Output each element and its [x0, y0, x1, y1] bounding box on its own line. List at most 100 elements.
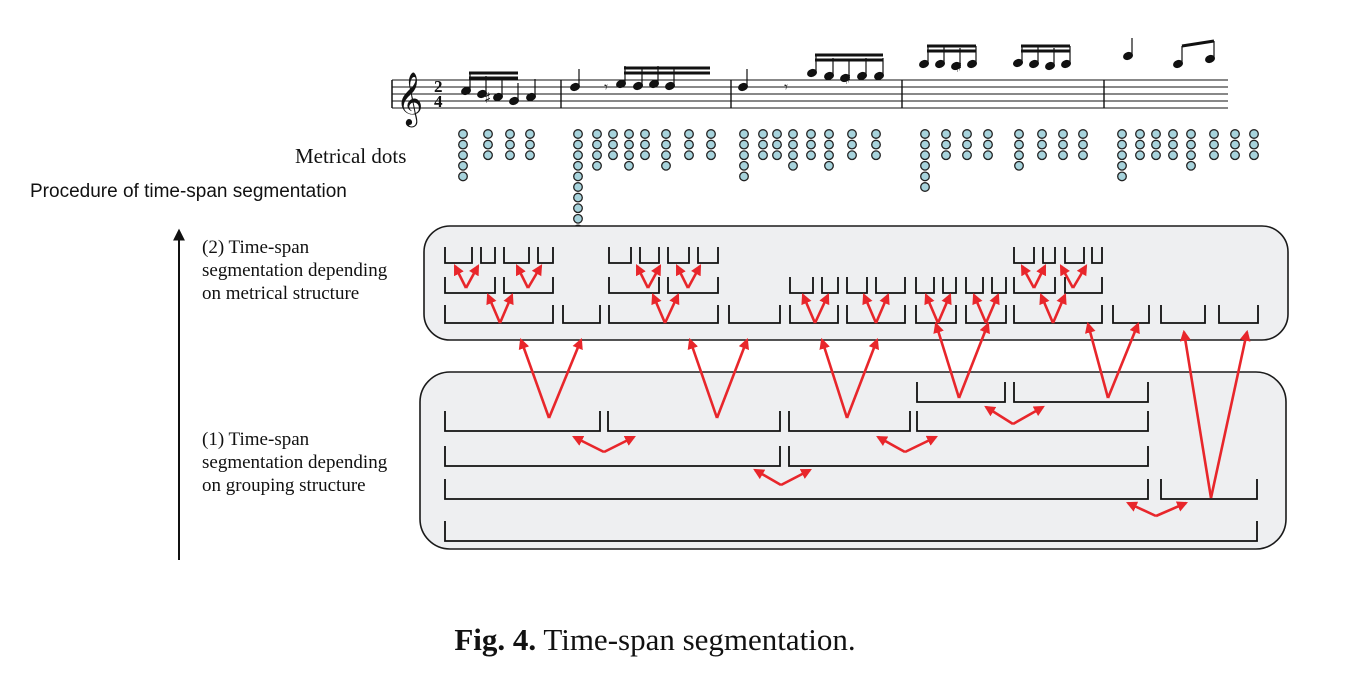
metrical-dot [1059, 140, 1068, 149]
metrical-dot [625, 130, 634, 139]
metrical-dot [662, 151, 671, 160]
metrical-dot [459, 151, 468, 160]
metrical-dot [789, 162, 798, 171]
metrical-dot [1187, 162, 1196, 171]
metrical-dot [484, 151, 493, 160]
metrical-dot [759, 151, 768, 160]
metrical-dot [789, 151, 798, 160]
metrical-dot [526, 140, 535, 149]
metrical-dot [459, 130, 468, 139]
metrical-dot [459, 162, 468, 171]
metrical-dot [1059, 151, 1068, 160]
metrical-dot [1187, 151, 1196, 160]
metrical-dot [625, 162, 634, 171]
metrical-dot [1118, 172, 1127, 181]
metrical-dot [921, 183, 930, 192]
metrical-dot [848, 130, 857, 139]
metrical-dot [685, 130, 694, 139]
metrical-dot [1015, 130, 1024, 139]
metrical-dot [773, 130, 782, 139]
metrical-dot [984, 130, 993, 139]
metrical-dot [740, 140, 749, 149]
metrical-dot [1118, 162, 1127, 171]
metrical-dot [1210, 130, 1219, 139]
metrical-dot [593, 130, 602, 139]
metrical-dot [685, 151, 694, 160]
metrical-dot [963, 151, 972, 160]
metrical-dot [1079, 151, 1088, 160]
metrical-dot [459, 172, 468, 181]
metrical-dot [1187, 130, 1196, 139]
metrical-dot [984, 140, 993, 149]
step-1-line-2: segmentation depending [202, 451, 387, 474]
metrical-dot [1250, 130, 1259, 139]
note-beam [1182, 41, 1214, 46]
metrical-dot [740, 151, 749, 160]
metrical-dot [1136, 140, 1145, 149]
metrical-dot [1231, 140, 1240, 149]
metrical-dot [963, 130, 972, 139]
metrical-dot [1015, 140, 1024, 149]
metrical-dot [574, 193, 583, 202]
metrical-dot [825, 162, 834, 171]
metrical-dot [740, 162, 749, 171]
metrical-dot [526, 151, 535, 160]
metrical-dot [641, 151, 650, 160]
metrical-dot [807, 151, 816, 160]
metrical-dot [526, 130, 535, 139]
metrical-dot [593, 162, 602, 171]
metrical-dot [942, 151, 951, 160]
sharp-icon: ♯ [844, 70, 851, 88]
metrical-dot [773, 151, 782, 160]
metrical-dot [740, 172, 749, 181]
metrical-dot [662, 162, 671, 171]
metrical-dot [1015, 151, 1024, 160]
caption-text: Time-span segmentation. [543, 622, 855, 657]
treble-clef-icon: 𝄞 [396, 71, 423, 127]
metrical-dot [807, 140, 816, 149]
metrical-dot [759, 130, 768, 139]
metrical-dot [1210, 151, 1219, 160]
metrical-dot [848, 140, 857, 149]
metrical-dot [921, 162, 930, 171]
metrical-dot [1169, 151, 1178, 160]
sharp-icon: ♯ [955, 58, 962, 76]
metrical-dot [825, 151, 834, 160]
metrical-dot [707, 140, 716, 149]
metrical-dot [942, 130, 951, 139]
metrical-dot [625, 140, 634, 149]
metrical-dot [1152, 151, 1161, 160]
metrical-dot [1169, 140, 1178, 149]
metrical-dot [506, 151, 515, 160]
metrical-dot [484, 140, 493, 149]
metrical-dot [574, 151, 583, 160]
time-signature-bottom: 4 [434, 92, 443, 111]
metrical-dots-label: Metrical dots [295, 145, 406, 168]
step-2-line-3: on metrical structure [202, 282, 387, 305]
metrical-dot [1118, 130, 1127, 139]
step-2-line-2: segmentation depending [202, 259, 387, 282]
metrical-dot [574, 183, 583, 192]
rest-icon: 𝄾 [784, 78, 788, 96]
metrical-dot [707, 151, 716, 160]
metrical-dot [1250, 151, 1259, 160]
metrical-dot [1079, 130, 1088, 139]
step-2-line-1: (2) Time-span [202, 236, 387, 259]
step-1-line-1: (1) Time-span [202, 428, 387, 451]
metrical-dot [921, 151, 930, 160]
metrical-dot [1169, 130, 1178, 139]
metrical-dot [707, 130, 716, 139]
metrical-dot [1136, 151, 1145, 160]
metrical-dot [1231, 130, 1240, 139]
grouping-panel [420, 372, 1286, 549]
metrical-dot [825, 140, 834, 149]
metrical-dot [574, 215, 583, 224]
metrical-dot [759, 140, 768, 149]
metrical-dot [609, 140, 618, 149]
metrical-dot [789, 130, 798, 139]
metrical-dot [484, 130, 493, 139]
metrical-dot [1015, 162, 1024, 171]
metrical-dot [1210, 140, 1219, 149]
metrical-dot [574, 130, 583, 139]
